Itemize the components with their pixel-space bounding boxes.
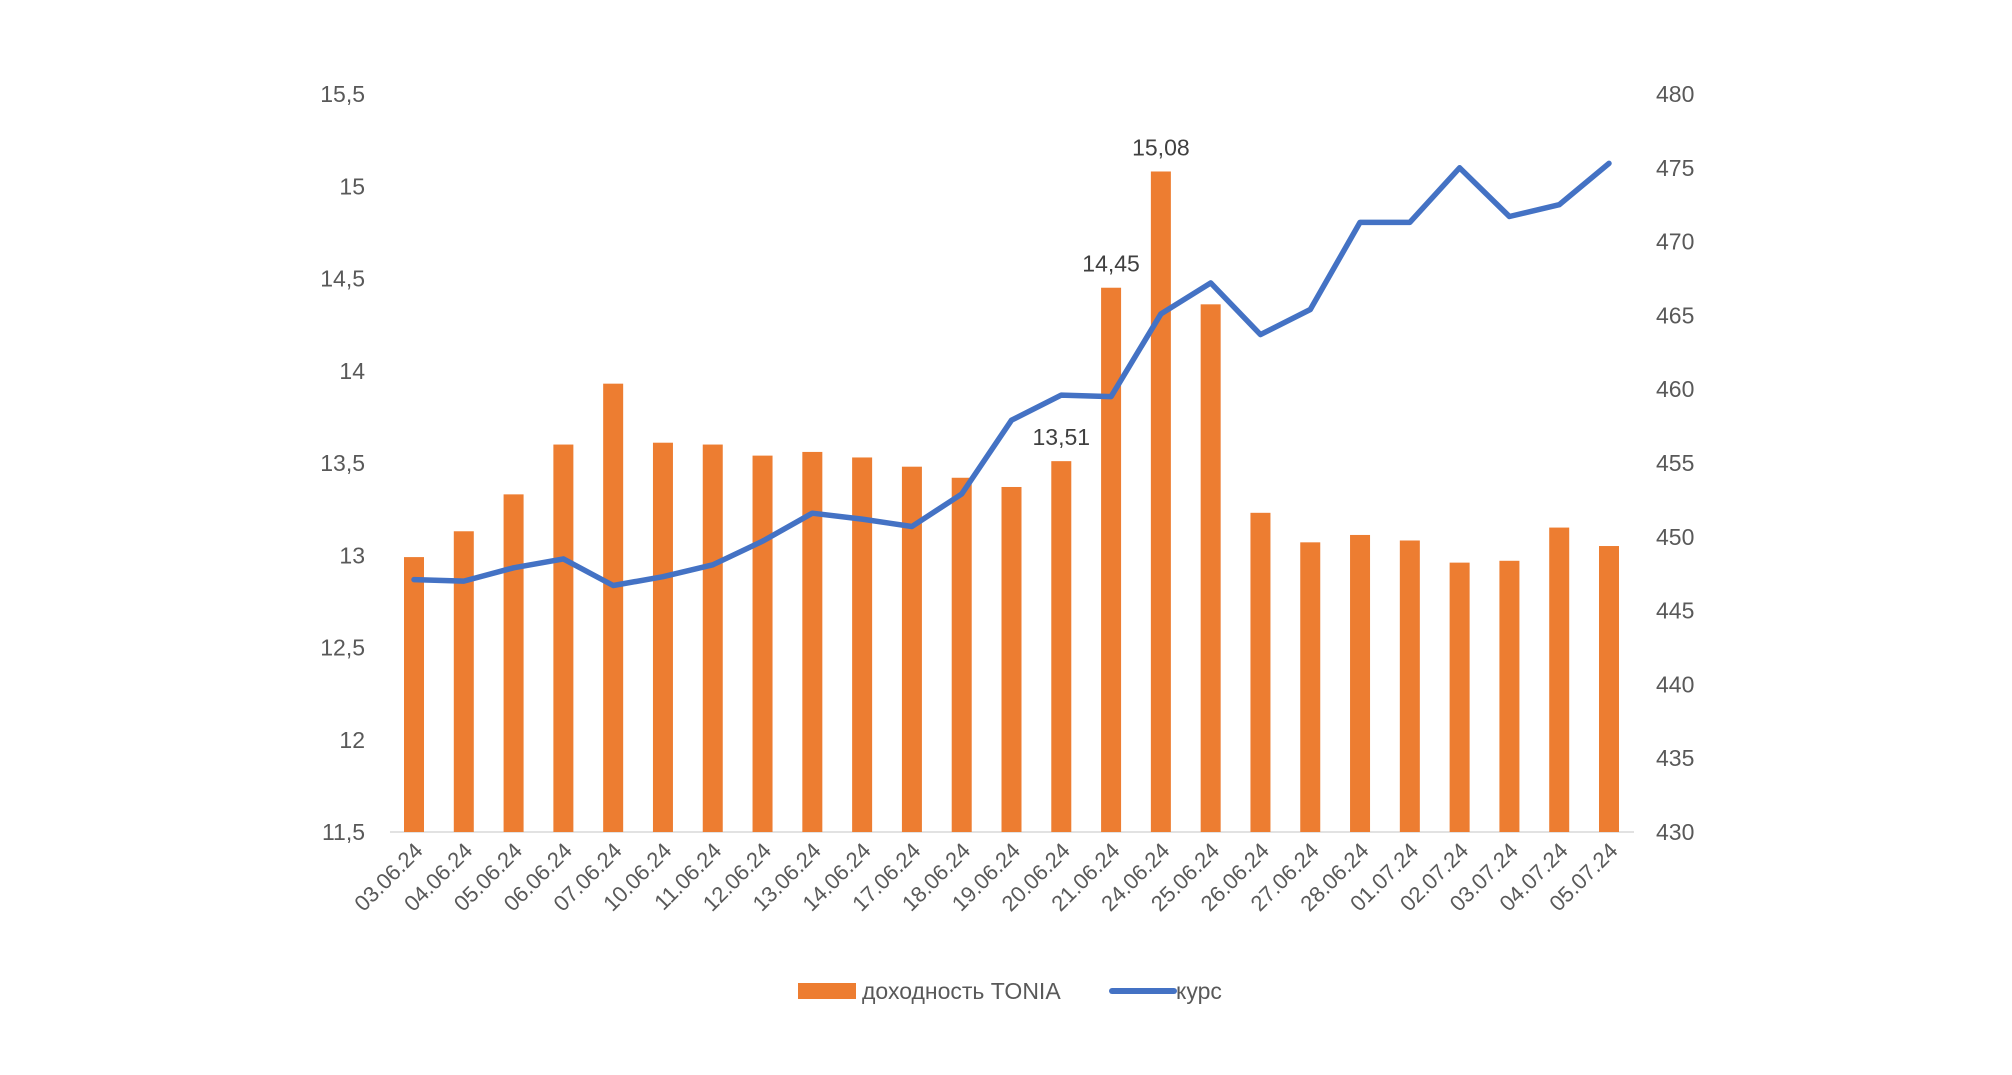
bar [802, 451, 823, 832]
bar [951, 477, 972, 832]
bar [1001, 486, 1022, 832]
x-axis: 03.06.2404.06.2405.06.2406.06.2407.06.24… [349, 838, 1622, 916]
bar [1399, 540, 1420, 832]
left-tick-label: 13 [339, 542, 365, 568]
bar-series [404, 171, 1619, 833]
bar [1449, 562, 1470, 832]
bar [1350, 534, 1371, 832]
bar [603, 383, 624, 832]
left-tick-label: 14 [339, 358, 365, 384]
bar [1250, 512, 1271, 832]
bar [453, 531, 474, 832]
right-axis: 430 435 440 445 450 455 460 465 470 475 480 [1656, 81, 1694, 845]
data-label: 13,51 [1033, 424, 1091, 450]
right-tick-label: 445 [1656, 598, 1694, 624]
left-tick-label: 15,5 [320, 81, 365, 107]
right-tick-label: 435 [1656, 745, 1694, 771]
bar [652, 442, 673, 832]
left-tick-label: 14,5 [320, 266, 365, 292]
data-labels: 13,51 14,45 15,08 [1033, 134, 1190, 450]
right-tick-label: 480 [1656, 81, 1694, 107]
right-tick-label: 465 [1656, 302, 1694, 328]
right-tick-label: 475 [1656, 155, 1694, 181]
line-path [411, 160, 1612, 589]
right-tick-label: 430 [1656, 819, 1694, 845]
right-tick-label: 450 [1656, 524, 1694, 550]
right-tick-label: 460 [1656, 376, 1694, 402]
bar [702, 444, 723, 832]
bar [752, 455, 773, 832]
legend-swatch-bar [798, 983, 856, 999]
right-tick-label: 440 [1656, 671, 1694, 697]
legend-label-line: курс [1176, 978, 1222, 1004]
bar [1599, 546, 1619, 832]
data-label: 15,08 [1132, 134, 1190, 160]
legend: доходность TONIA курс [798, 978, 1222, 1004]
right-tick-label: 455 [1656, 450, 1694, 476]
bar [852, 457, 873, 832]
legend-label-bar: доходность TONIA [862, 978, 1061, 1004]
bar [1200, 304, 1221, 833]
line-series [411, 160, 1612, 589]
left-tick-label: 12 [339, 727, 365, 753]
left-tick-label: 15 [339, 173, 365, 199]
bar [1150, 171, 1171, 833]
bar [553, 444, 574, 832]
left-axis: 11,5 12 12,5 13 13,5 14 14,5 15 15,5 [320, 81, 365, 845]
left-tick-label: 11,5 [322, 819, 365, 845]
left-tick-label: 13,5 [320, 450, 365, 476]
bar [1499, 560, 1520, 832]
bar [404, 557, 424, 832]
bar [1101, 287, 1122, 833]
data-label: 14,45 [1082, 251, 1140, 277]
bar [503, 494, 524, 832]
bar [901, 466, 922, 832]
bar [1300, 542, 1321, 832]
bar [1051, 461, 1072, 832]
right-tick-label: 470 [1656, 229, 1694, 255]
bar [1549, 527, 1570, 832]
left-tick-label: 12,5 [320, 635, 365, 661]
